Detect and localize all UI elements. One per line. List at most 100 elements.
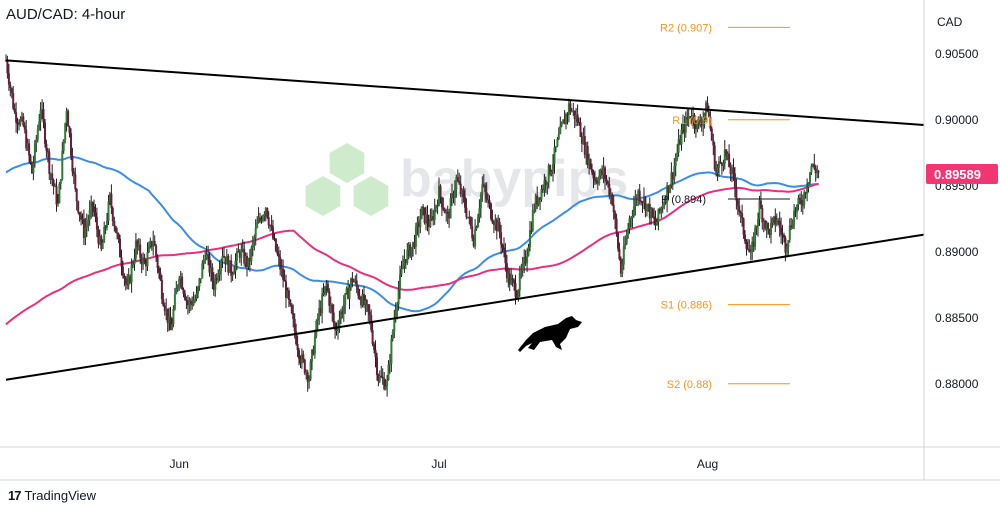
- candle-body-247: [361, 294, 364, 306]
- candle-body-148: [218, 270, 221, 275]
- candle-body-156: [230, 260, 233, 276]
- candle-body-155: [228, 260, 231, 273]
- candle-body-341: [497, 221, 500, 232]
- candle-body-413: [601, 169, 604, 175]
- candle-body-48: [74, 174, 77, 189]
- candle-body-526: [764, 220, 767, 229]
- candle-body-196: [287, 290, 290, 300]
- candle-body-549: [797, 197, 800, 206]
- candle-body-316: [461, 190, 464, 195]
- candle-body-169: [248, 257, 251, 262]
- candle-body-170: [250, 247, 253, 262]
- candle-body-502: [729, 167, 732, 174]
- candle-body-434: [631, 216, 634, 218]
- candle-body-243: [355, 280, 358, 288]
- candle-body-331: [482, 184, 485, 186]
- candle-body-387: [563, 119, 566, 125]
- candle-body-56: [85, 223, 88, 228]
- candle-body-122: [181, 276, 184, 290]
- candle-body-69: [104, 226, 107, 228]
- candle-body-201: [295, 331, 298, 344]
- candle-body-542: [787, 240, 790, 247]
- candle-body-338: [492, 222, 495, 225]
- candle-body-293: [427, 223, 430, 227]
- candle-body-491: [713, 145, 716, 169]
- candle-body-439: [638, 190, 641, 202]
- candle-body-518: [752, 241, 755, 247]
- candle-body-426: [619, 259, 622, 274]
- candle-body-297: [433, 208, 436, 220]
- candle-body-404: [588, 159, 591, 166]
- candle-body-453: [658, 208, 661, 212]
- candle-body-506: [735, 187, 738, 201]
- candle-body-379: [552, 164, 554, 172]
- candle-body-290: [423, 207, 426, 223]
- candle-body-437: [635, 198, 638, 201]
- candle-body-312: [455, 177, 458, 190]
- candle-body-543: [788, 225, 791, 241]
- candle-body-277: [404, 259, 407, 263]
- candle-body-229: [335, 329, 338, 331]
- candle-body-352: [513, 280, 516, 284]
- candle-body-481: [699, 122, 702, 125]
- candle-body-492: [715, 169, 718, 173]
- candle-body-485: [705, 102, 707, 114]
- candle-body-212: [311, 349, 313, 362]
- candle-body-389: [566, 114, 569, 116]
- candle-body-131: [194, 299, 197, 301]
- candle-body-435: [632, 206, 635, 217]
- candle-body-384: [559, 125, 562, 135]
- candle-body-167: [246, 255, 248, 267]
- candle-body-463: [673, 166, 676, 180]
- candle-body-541: [785, 246, 788, 253]
- candle-body-134: [198, 278, 201, 287]
- candle-body-386: [562, 119, 565, 124]
- candle-body-181: [266, 208, 269, 218]
- candle-body-276: [403, 259, 406, 266]
- candle-body-60: [91, 202, 94, 207]
- candle-body-314: [458, 181, 461, 184]
- candle-body-16: [28, 143, 31, 156]
- candle-body-447: [650, 208, 653, 219]
- candle-body-403: [586, 146, 589, 166]
- candle-body-550: [798, 197, 801, 200]
- candle-body-500: [726, 153, 729, 157]
- candle-body-271: [396, 304, 399, 311]
- candle-body-336: [490, 203, 492, 219]
- x-tick-0: Jun: [170, 457, 189, 471]
- candle-body-11: [20, 116, 23, 120]
- candle-body-560: [813, 164, 816, 169]
- candle-body-203: [298, 350, 300, 359]
- candle-body-279: [407, 244, 410, 250]
- candle-body-501: [728, 153, 731, 168]
- candle-body-63: [95, 217, 98, 230]
- candle-body-53: [81, 218, 84, 220]
- tradingview-brand[interactable]: 17 TradingView: [8, 488, 96, 503]
- candle-body-406: [591, 169, 593, 173]
- candle-body-81: [121, 266, 124, 276]
- candle-body-298: [435, 205, 438, 209]
- candle-body-154: [227, 255, 230, 273]
- candle-body-187: [274, 238, 277, 251]
- candle-body-90: [134, 240, 137, 259]
- candle-body-238: [348, 287, 351, 300]
- candle-body-373: [543, 180, 546, 190]
- candle-body-503: [731, 167, 733, 174]
- candle-body-410: [596, 182, 599, 184]
- candle-body-429: [624, 243, 627, 247]
- candle-body-199: [292, 313, 295, 319]
- candle-body-483: [702, 119, 705, 126]
- candle-body-30: [48, 152, 51, 174]
- candle-body-117: [173, 294, 176, 310]
- candle-body-184: [270, 225, 273, 227]
- candle-body-345: [503, 247, 505, 251]
- candle-body-372: [541, 188, 544, 190]
- candle-body-359: [523, 257, 526, 263]
- candle-body-381: [554, 146, 557, 148]
- candle-body-530: [770, 222, 772, 235]
- candle-body-232: [339, 311, 342, 320]
- candle-body-432: [628, 218, 631, 229]
- candle-body-200: [293, 318, 296, 332]
- candle-body-221: [324, 286, 326, 293]
